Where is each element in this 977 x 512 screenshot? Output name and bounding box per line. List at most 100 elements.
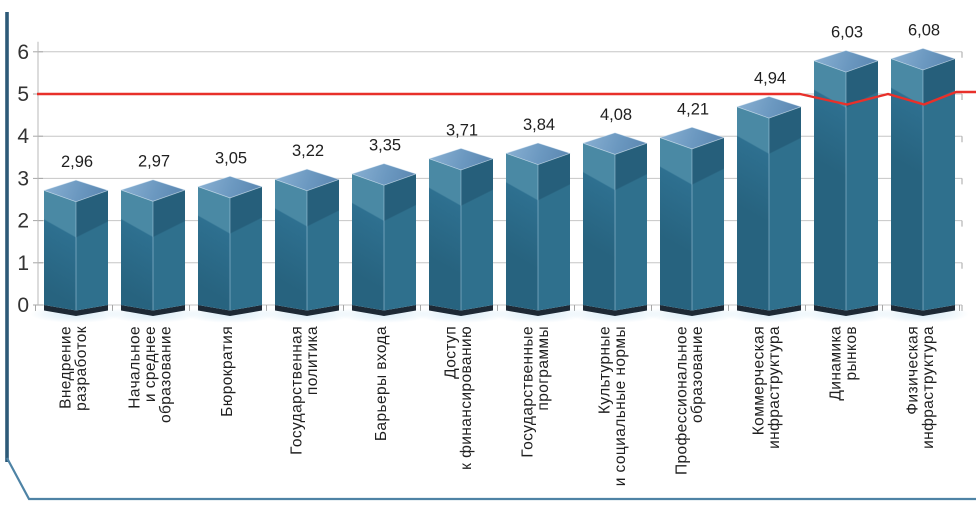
bar-top-face xyxy=(581,132,649,155)
y-axis-label: 4 xyxy=(17,125,29,148)
y-axis-label: 6 xyxy=(17,41,29,64)
bar-top-face xyxy=(658,126,726,150)
category-label-line: программы xyxy=(535,326,552,411)
bar-9 xyxy=(658,126,726,316)
value-label: 6,03 xyxy=(831,24,863,42)
value-label: 3,22 xyxy=(292,142,324,160)
bar-top-face xyxy=(119,179,187,202)
bar-top-face xyxy=(196,175,264,199)
bar-side-face xyxy=(461,158,493,311)
bar-front-face xyxy=(275,179,307,311)
bar-top-face xyxy=(735,96,803,119)
bar-front-face xyxy=(352,173,384,311)
value-label: 2,96 xyxy=(61,153,93,171)
bar-12 xyxy=(889,47,957,316)
bar-side-face xyxy=(153,190,185,311)
bar-front-face xyxy=(814,60,846,311)
category-label-line: образование xyxy=(158,326,175,423)
category-label-line: Государственные xyxy=(519,326,536,458)
category-label-line: Динамика xyxy=(827,326,844,401)
value-label: 4,94 xyxy=(754,70,786,88)
bar-top-face xyxy=(350,163,418,186)
bar-top-face xyxy=(504,142,572,166)
category-label-line: Доступ xyxy=(442,326,459,379)
bars-layer xyxy=(42,47,957,316)
bar-7 xyxy=(504,142,572,316)
value-label: 2,97 xyxy=(138,153,170,171)
bar-3 xyxy=(196,175,264,316)
value-labels-layer: 2,96 2,97 3,05 3,22 3,35 3,71 3,84 4,08 4,21 4,94… xyxy=(61,21,940,171)
category-label-line: Барьеры входа xyxy=(373,326,390,441)
bar-front-face xyxy=(44,190,76,311)
category-label-line: Культурные xyxy=(596,326,613,414)
value-label: 3,35 xyxy=(369,137,401,155)
value-label: 3,84 xyxy=(523,116,555,134)
bar-10 xyxy=(735,96,803,316)
category-label-line: Физическая xyxy=(904,326,921,415)
value-label: 6,08 xyxy=(908,21,940,39)
category-label-line: образование xyxy=(689,326,706,423)
bar-side-face xyxy=(615,143,647,311)
bar-front-face xyxy=(506,153,538,311)
bar-front-face xyxy=(891,58,923,311)
y-axis-label: 3 xyxy=(17,167,29,190)
y-axis-label: 0 xyxy=(17,294,29,317)
category-label-line: и среднее xyxy=(142,326,159,402)
bar-front-face xyxy=(198,186,230,311)
value-label: 4,21 xyxy=(677,100,709,118)
category-label-line: инфраструктура xyxy=(766,326,783,449)
bar-8 xyxy=(581,132,649,316)
bar-4 xyxy=(273,168,341,316)
bar-side-face xyxy=(692,137,724,311)
bar-side-face xyxy=(846,60,878,311)
bar-front-face xyxy=(583,143,615,311)
value-label: 4,08 xyxy=(600,106,632,124)
bar-side-face xyxy=(769,106,801,311)
y-axis-label: 5 xyxy=(17,83,29,106)
bar-front-face xyxy=(660,137,692,311)
bar-side-face xyxy=(384,173,416,311)
bar-11 xyxy=(812,50,880,316)
y-axis-label: 1 xyxy=(17,252,29,275)
bar-front-face xyxy=(429,158,461,311)
bar-side-face xyxy=(76,190,108,311)
category-label-line: рынков xyxy=(843,326,860,381)
bar-top-face xyxy=(812,50,880,73)
bar-top-face xyxy=(427,147,495,171)
bar-2 xyxy=(119,179,187,316)
category-label-line: инфраструктура xyxy=(920,326,937,449)
bar-front-face xyxy=(737,106,769,311)
figure-border xyxy=(5,12,976,501)
category-label-line: политика xyxy=(304,326,321,395)
category-label-line: Бюрократия xyxy=(219,326,236,417)
y-axis-label: 2 xyxy=(17,210,29,233)
bar-top-face xyxy=(42,179,110,203)
bar-side-face xyxy=(538,153,570,311)
border-bottom-line xyxy=(6,457,976,501)
bar-side-face xyxy=(923,58,955,311)
category-label-line: Коммерческая xyxy=(750,326,767,435)
bar-6 xyxy=(427,147,495,316)
bar-side-face xyxy=(307,179,339,311)
value-label: 3,71 xyxy=(446,121,478,139)
category-label-line: разработок xyxy=(73,326,90,411)
category-label-line: Внедрение xyxy=(57,326,74,409)
category-label-line: и социальные нормы xyxy=(612,326,629,486)
category-label-line: Профессиональное xyxy=(673,326,690,475)
bar-5 xyxy=(350,163,418,316)
value-label: 3,05 xyxy=(215,149,247,167)
bar-side-face xyxy=(230,186,262,311)
